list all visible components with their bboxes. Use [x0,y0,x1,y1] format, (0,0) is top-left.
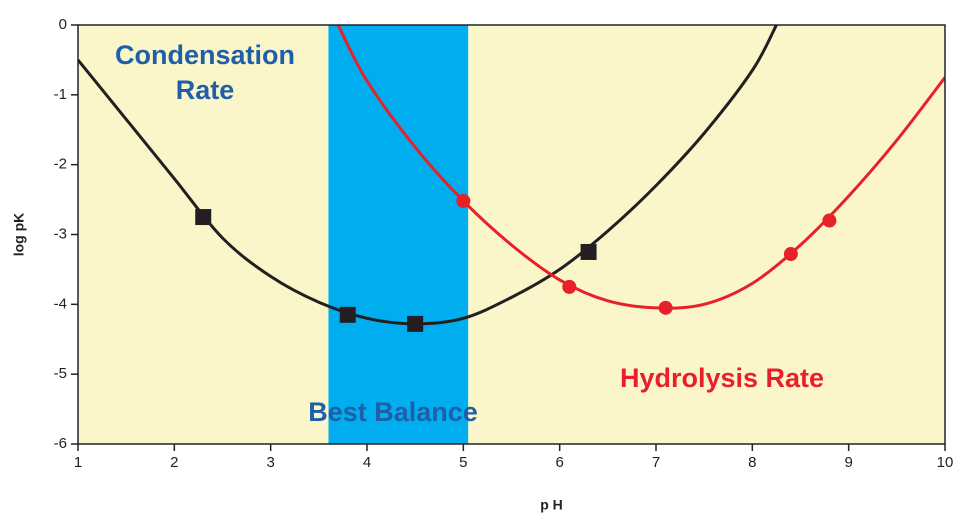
y-tick-label: 0 [59,16,67,33]
x-tick-label: 5 [459,454,467,471]
marker [195,209,212,226]
y-tick-label: -3 [54,225,67,242]
annotation: Condensation [115,40,295,70]
marker [456,193,471,208]
annotation: Hydrolysis Rate [620,363,824,393]
x-tick-label: 7 [652,454,660,471]
y-axis-label: log pK [11,213,27,257]
x-tick-label: 2 [170,454,178,471]
plot-lines [78,25,945,326]
annotation: Best Balance [308,397,478,427]
marker [822,213,837,228]
x-tick-label: 10 [937,454,954,471]
marker [339,306,356,323]
x-tick-label: 1 [74,454,82,471]
y-tick-label: -4 [54,295,67,312]
curve [336,25,945,310]
y-tick-label: -5 [54,365,67,382]
marker [783,247,798,262]
x-tick-label: 8 [748,454,756,471]
y-tick-label: -6 [54,435,67,452]
marker [407,315,424,332]
y-tick-label: -1 [54,86,67,103]
marker [562,279,577,294]
x-axis-label: p H [540,497,563,513]
x-tick-label: 9 [844,454,852,471]
marker [580,243,597,260]
x-tick-label: 6 [555,454,563,471]
annotation: Rate [176,75,235,105]
plot-background [78,25,945,444]
y-tick-label: -2 [54,156,67,173]
x-tick-label: 4 [363,454,371,471]
curve [78,25,778,326]
x-tick-label: 3 [266,454,274,471]
band [328,25,469,444]
marker [658,300,673,315]
